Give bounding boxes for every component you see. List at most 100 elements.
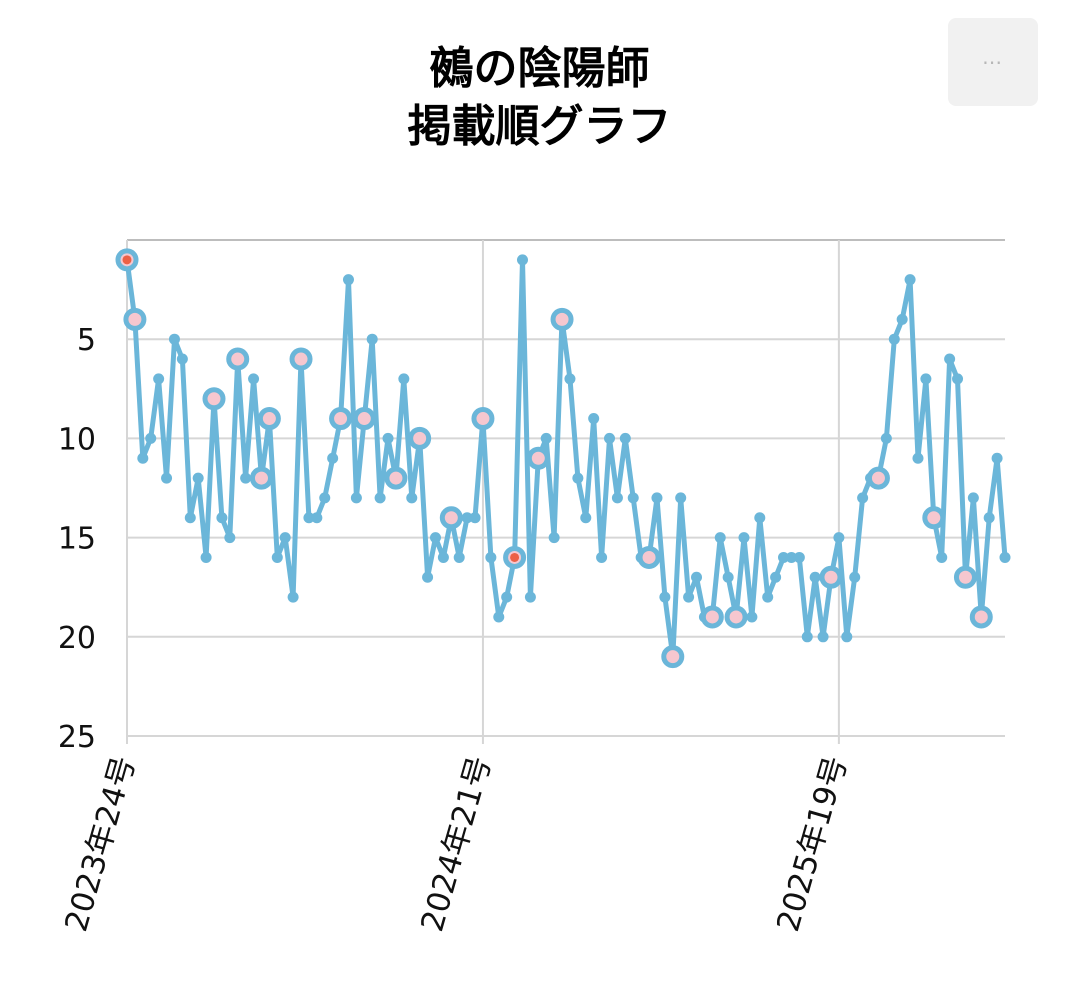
more-horizontal-icon: ⋯ bbox=[982, 50, 1004, 74]
data-point-highlight bbox=[226, 347, 250, 371]
x-tick-label: 2024年21号 bbox=[414, 752, 498, 935]
data-point-highlight bbox=[289, 347, 313, 371]
data-point-highlight bbox=[384, 466, 408, 490]
chart-title-line1: 鵺の陰陽師 bbox=[429, 43, 650, 94]
data-point bbox=[888, 333, 900, 345]
more-options-button[interactable]: ⋯ bbox=[948, 18, 1038, 106]
data-point bbox=[398, 373, 410, 385]
data-point bbox=[857, 492, 869, 504]
data-point bbox=[880, 432, 892, 444]
data-point bbox=[493, 611, 505, 623]
data-point bbox=[580, 512, 592, 524]
data-point-highlight bbox=[329, 407, 353, 431]
data-point bbox=[176, 353, 188, 365]
data-point-highlight bbox=[969, 605, 993, 629]
data-point bbox=[785, 551, 797, 563]
data-point bbox=[422, 571, 434, 583]
data-point bbox=[168, 333, 180, 345]
x-tick-label: 2023年24号 bbox=[58, 752, 142, 935]
data-point bbox=[659, 591, 671, 603]
data-point-highlight bbox=[202, 387, 226, 411]
data-point-highlight bbox=[439, 506, 463, 530]
data-point-highlight bbox=[471, 407, 495, 431]
chart-title: 鵺の陰陽師 掲載順グラフ bbox=[0, 40, 1079, 156]
data-point bbox=[374, 492, 386, 504]
data-point bbox=[137, 452, 149, 464]
data-point bbox=[279, 532, 291, 544]
data-point bbox=[382, 432, 394, 444]
data-point bbox=[572, 472, 584, 484]
data-point bbox=[248, 373, 260, 385]
data-point-highlight bbox=[637, 545, 661, 569]
data-point-highlight bbox=[352, 407, 376, 431]
data-point bbox=[548, 532, 560, 544]
data-point-highlight bbox=[550, 307, 574, 331]
data-point bbox=[303, 512, 315, 524]
data-point bbox=[912, 452, 924, 464]
data-point bbox=[611, 492, 623, 504]
series-line bbox=[124, 257, 1008, 660]
data-point bbox=[524, 591, 536, 603]
data-point bbox=[501, 591, 513, 603]
data-point bbox=[849, 571, 861, 583]
data-point bbox=[429, 532, 441, 544]
data-point bbox=[271, 551, 283, 563]
data-point bbox=[540, 432, 552, 444]
data-point bbox=[833, 532, 845, 544]
data-point bbox=[754, 512, 766, 524]
data-point bbox=[564, 373, 576, 385]
data-point-highlight bbox=[249, 466, 273, 490]
data-point bbox=[216, 512, 228, 524]
data-point bbox=[342, 274, 354, 286]
data-point bbox=[738, 532, 750, 544]
data-point bbox=[366, 333, 378, 345]
data-point bbox=[184, 512, 196, 524]
data-point bbox=[596, 551, 608, 563]
data-point bbox=[770, 571, 782, 583]
data-point-highlight bbox=[257, 407, 281, 431]
data-point bbox=[896, 313, 908, 325]
data-point bbox=[485, 551, 497, 563]
data-point-highlight bbox=[408, 426, 432, 450]
data-point-highlight bbox=[953, 565, 977, 589]
data-point bbox=[469, 512, 481, 524]
data-point-highlight bbox=[922, 506, 946, 530]
y-tick-label: 20 bbox=[58, 621, 96, 656]
data-point bbox=[991, 452, 1003, 464]
x-tick-label: 2025年19号 bbox=[770, 752, 854, 935]
data-point bbox=[952, 373, 964, 385]
data-point bbox=[619, 432, 631, 444]
data-point bbox=[192, 472, 204, 484]
data-point-highlight bbox=[661, 645, 685, 669]
data-point-highlight bbox=[866, 466, 890, 490]
data-point bbox=[588, 413, 600, 425]
data-point bbox=[224, 532, 236, 544]
data-point bbox=[327, 452, 339, 464]
chart-title-line2: 掲載順グラフ bbox=[407, 101, 672, 152]
data-point bbox=[746, 611, 758, 623]
data-point bbox=[817, 631, 829, 643]
y-tick-label: 25 bbox=[58, 720, 96, 755]
data-point-top-rank-dot bbox=[122, 255, 132, 265]
data-point-highlight bbox=[123, 307, 147, 331]
data-point bbox=[437, 551, 449, 563]
data-point bbox=[722, 571, 734, 583]
data-point bbox=[350, 492, 362, 504]
data-point bbox=[793, 551, 805, 563]
data-point bbox=[801, 631, 813, 643]
data-point bbox=[311, 512, 323, 524]
data-point bbox=[967, 492, 979, 504]
data-point-highlight bbox=[819, 565, 843, 589]
data-point bbox=[714, 532, 726, 544]
data-point bbox=[200, 551, 212, 563]
y-tick-label: 5 bbox=[77, 323, 96, 358]
data-point bbox=[691, 571, 703, 583]
data-point bbox=[762, 591, 774, 603]
data-point bbox=[453, 551, 465, 563]
data-point bbox=[841, 631, 853, 643]
data-point bbox=[936, 551, 948, 563]
data-point bbox=[287, 591, 299, 603]
data-point bbox=[683, 591, 695, 603]
data-point-highlight bbox=[724, 605, 748, 629]
